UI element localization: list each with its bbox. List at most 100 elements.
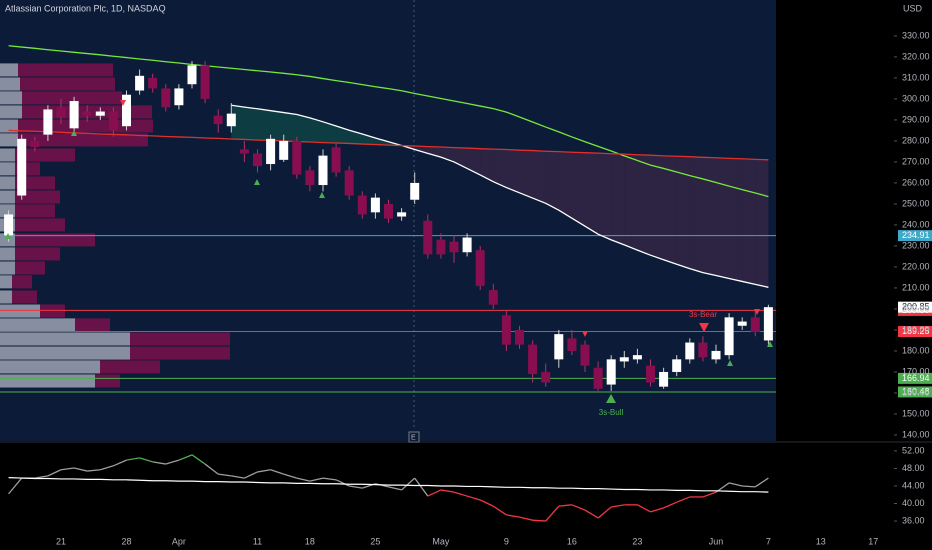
candle-body (462, 237, 472, 253)
volume-profile-up (0, 133, 18, 147)
rsi-segment (270, 469, 284, 475)
rsi-segment (244, 471, 258, 479)
candle-body (646, 365, 655, 383)
level-tag (898, 372, 932, 384)
volume-profile-up (0, 105, 22, 119)
candle-body (108, 111, 118, 131)
ma-cloud (598, 153, 612, 240)
x-tick-label: 16 (567, 536, 577, 546)
volume-profile-down (95, 374, 120, 388)
volume-profile-up (0, 233, 15, 247)
volume-profile-up (0, 176, 15, 190)
ma-cloud (689, 156, 703, 273)
candle-body (253, 153, 262, 167)
rsi-segment (231, 475, 245, 479)
candle-body (619, 357, 629, 362)
ma-cloud (519, 150, 533, 199)
bear-signal (699, 323, 709, 332)
volume-profile-down (15, 247, 60, 261)
event-marker-label: E (411, 434, 416, 441)
candle-body (501, 315, 511, 345)
rsi-segment (754, 477, 769, 488)
x-tick-label: 17 (868, 536, 878, 546)
ma-cloud (467, 148, 481, 175)
volume-profile-up (0, 77, 20, 91)
rsi-segment (597, 506, 612, 519)
volume-profile-down (130, 332, 230, 346)
y-tick-label: 180.00 (902, 345, 930, 355)
rsi-segment (728, 482, 743, 487)
y-tick-label: 170.00 (902, 366, 930, 376)
candle-body (763, 307, 773, 341)
ma-cloud (257, 108, 271, 141)
rsi-segment (440, 489, 455, 493)
rsi-segment (637, 504, 651, 513)
x-tick-label: 11 (253, 536, 262, 546)
candle-body (17, 138, 27, 196)
ma-cloud (375, 137, 389, 146)
ma-cloud (663, 155, 677, 265)
rsi-segment (492, 505, 507, 516)
candle-body (632, 355, 642, 360)
volume-profile-up (0, 148, 15, 162)
y-tick-label: 160.00 (902, 387, 930, 397)
volume-profile-up (0, 346, 130, 360)
candle-body (698, 342, 708, 358)
volume-profile-up (0, 304, 40, 318)
rsi-segment (676, 496, 691, 503)
rsi-segment (571, 504, 586, 511)
volume-profile-up (0, 162, 15, 176)
candle-body (397, 212, 407, 217)
rsi-segment (165, 459, 180, 465)
rsi-segment (519, 516, 533, 521)
x-tick-label: 28 (121, 536, 131, 546)
ma-cloud (637, 154, 651, 256)
y-tick-label: 150.00 (902, 408, 930, 418)
volume-profile-down (18, 119, 153, 133)
y-tick-label: 260.00 (902, 177, 930, 187)
moving-average (231, 104, 769, 288)
plot-layer: 234.91199.30189.25166.94160.48200.85140.… (0, 30, 932, 546)
ma-cloud (336, 126, 350, 144)
rsi-tick-label: 48.00 (902, 463, 925, 473)
candle-body (384, 203, 393, 219)
candle-body (69, 101, 79, 129)
ma-cloud (742, 158, 756, 285)
x-tick-label: Jun (709, 536, 724, 546)
rsi-segment (335, 479, 350, 487)
event-marker[interactable] (408, 431, 420, 443)
bull-annotation: 3s-Bull (599, 408, 624, 417)
moving-average (8, 45, 769, 198)
volume-profile-up (0, 318, 75, 332)
x-tick-label: 18 (305, 536, 315, 546)
volume-profile-up (0, 247, 15, 261)
ma-cloud (427, 146, 441, 158)
ma-cloud (755, 159, 769, 288)
x-tick-label: 7 (766, 536, 771, 546)
candle-body (475, 250, 485, 286)
rsi-segment (532, 519, 546, 522)
rsi-segment (611, 504, 625, 508)
ma-cloud (676, 156, 690, 269)
ma-cloud (362, 133, 376, 145)
level-label: 160.48 (902, 386, 930, 396)
rsi-segment (453, 491, 468, 497)
volume-profile-down (12, 275, 32, 289)
candle-body (56, 107, 66, 118)
y-tick-label: 330.00 (902, 30, 930, 40)
rsi-segment (191, 454, 206, 465)
rsi-segment (388, 486, 402, 491)
candle-body (331, 147, 341, 173)
rsi-ma (8, 477, 769, 493)
candle-body (226, 113, 236, 127)
rsi-segment (139, 457, 153, 463)
rsi-segment (204, 463, 219, 475)
candle-body (711, 350, 721, 360)
rsi-segment (100, 465, 114, 471)
rsi-segment (322, 477, 337, 481)
volume-profile-down (12, 290, 37, 304)
candle-body (436, 239, 446, 255)
y-tick-label: 200.00 (902, 303, 930, 313)
y-tick-label: 220.00 (902, 261, 930, 271)
